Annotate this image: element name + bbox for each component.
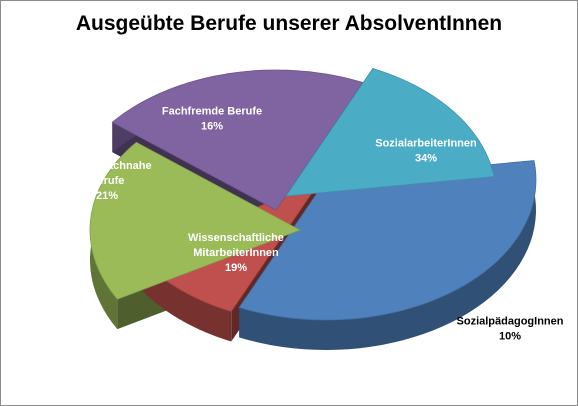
pie-slice-3 [89, 141, 301, 300]
pie-slice-2-label: SozialpädagogInnen 10% [457, 316, 564, 343]
pie-slice-5 [285, 68, 495, 197]
pie-slice-5-label: Fachfremde Berufe 16% [162, 106, 262, 133]
pie-slice-4 [111, 69, 364, 211]
pie-slice-1-label: SozialarbeiterInnen 34% [375, 138, 477, 165]
pie-slice-4-label: Andere fachnahe Berufe 21% [62, 160, 151, 202]
pie-slice-3-label: Wissenschaftliche MitarbeiterInnen 19% [188, 232, 284, 274]
pie-slice-1 [238, 160, 537, 321]
chart-title: Ausgeübte Berufe unserer AbsolventInnen [75, 12, 503, 35]
